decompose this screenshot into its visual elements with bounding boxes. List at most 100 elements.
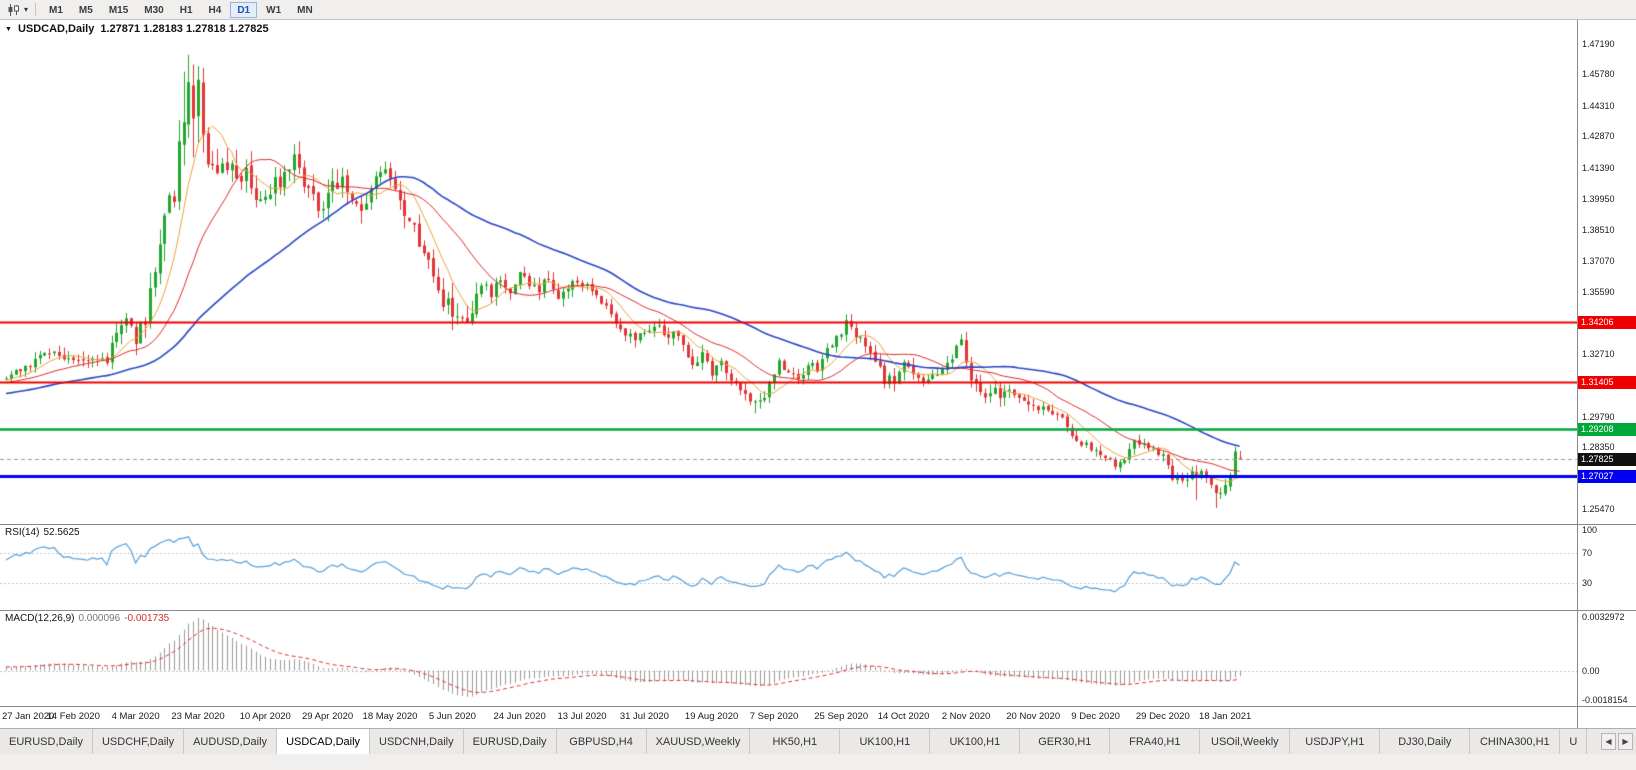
price-tick-label: 1.25470 bbox=[1582, 504, 1615, 514]
price-tick-label: 1.37070 bbox=[1582, 255, 1615, 266]
timeframe-button-mn[interactable]: MN bbox=[297, 4, 313, 16]
price-tick-label: 1.29790 bbox=[1582, 411, 1615, 422]
rsi-panel: RSI(14) 52.5625 100 70 30 bbox=[0, 524, 1636, 610]
chart-tab-gbpusd-h4[interactable]: GBPUSD,H4 bbox=[557, 729, 647, 754]
rsi-canvas[interactable] bbox=[0, 525, 1577, 610]
date-label: 4 Mar 2020 bbox=[111, 711, 160, 722]
time-axis-labels[interactable]: 27 Jan 2020 14 Feb 2020 4 Mar 2020 23 Mar 2… bbox=[0, 707, 1577, 728]
date-label: 29 Dec 2020 bbox=[1135, 711, 1190, 722]
rsi-name: RSI(14) bbox=[5, 527, 40, 538]
chart-tab-china300-h1[interactable]: CHINA300,H1 bbox=[1470, 729, 1561, 754]
rsi-plot[interactable]: RSI(14) 52.5625 bbox=[0, 525, 1577, 610]
date-label: 2 Nov 2020 bbox=[941, 711, 991, 722]
chart-tab-usdchf-daily[interactable]: USDCHF,Daily bbox=[93, 729, 185, 754]
price-tick-label: 1.35590 bbox=[1582, 287, 1615, 298]
chart-tab-uk100-h1[interactable]: UK100,H1 bbox=[930, 729, 1021, 754]
price-tick-label: 1.28350 bbox=[1582, 442, 1615, 453]
hline-price-tag: 1.27027 bbox=[1578, 469, 1636, 483]
timeframe-button-h4[interactable]: H4 bbox=[208, 4, 222, 16]
chart-tab-usdcad-daily[interactable]: USDCAD,Daily bbox=[277, 729, 371, 754]
chart-tab-uk100-h1[interactable]: UK100,H1 bbox=[840, 729, 931, 754]
date-label: 13 Jul 2020 bbox=[557, 711, 607, 722]
chart-tab-audusd-daily[interactable]: AUDUSD,Daily bbox=[184, 729, 278, 754]
price-tick-label: 1.41390 bbox=[1582, 163, 1615, 174]
chart-tabs: EURUSD,Daily USDCHF,Daily AUDUSD,Daily USDC… bbox=[0, 729, 1598, 754]
hline-price-tag: 1.34206 bbox=[1578, 315, 1636, 329]
macd-plot[interactable]: MACD(12,26,9) 0.000096 -0.001735 bbox=[0, 611, 1577, 706]
rsi-value: 52.5625 bbox=[43, 527, 80, 538]
macd-axis[interactable]: 0.0032972 0.00 -0.0018154 bbox=[1577, 611, 1636, 706]
macd-name: MACD(12,26,9) bbox=[5, 613, 75, 624]
chart-symbol-label: USDCAD,Daily bbox=[17, 23, 95, 35]
price-axis[interactable]: 1.47190 1.45780 1.44310 1.42870 1.41390 1.399… bbox=[1577, 20, 1636, 524]
rsi-tick-label: 30 bbox=[1582, 577, 1593, 588]
date-label: 29 Apr 2020 bbox=[301, 711, 354, 722]
timeframe-toolbar: ▾ M1 M5 M15 M30 H1 H4 D1 W1 MN bbox=[0, 0, 1636, 20]
timeframe-button-m15[interactable]: M15 bbox=[108, 4, 129, 16]
chart-tab-usdjpy-h1[interactable]: USDJPY,H1 bbox=[1290, 729, 1381, 754]
hline-price-tag: 1.29208 bbox=[1578, 422, 1636, 436]
date-label: 10 Apr 2020 bbox=[239, 711, 291, 722]
macd-canvas[interactable] bbox=[0, 611, 1577, 706]
macd-tick-label: 0.00 bbox=[1582, 665, 1600, 676]
price-tick-label: 1.47190 bbox=[1582, 38, 1615, 49]
tab-scroll-left-button[interactable]: ◀ bbox=[1601, 733, 1616, 750]
date-label: 14 Oct 2020 bbox=[877, 711, 930, 722]
chart-tab-xauusd-weekly[interactable]: XAUUSD,Weekly bbox=[647, 729, 751, 754]
timeframe-button-d1[interactable]: D1 bbox=[230, 1, 258, 18]
date-label: 31 Jul 2020 bbox=[619, 711, 669, 722]
chart-tab-ger30-h1[interactable]: GER30,H1 bbox=[1020, 729, 1111, 754]
chart-tab-eurusd-daily[interactable]: EURUSD,Daily bbox=[464, 729, 557, 754]
chart-tabbar: EURUSD,Daily USDCHF,Daily AUDUSD,Daily USDC… bbox=[0, 728, 1636, 754]
chart-title: ▼ USDCAD,Daily 1.27871 1.28183 1.27818 1… bbox=[5, 23, 269, 35]
chart-collapse-icon[interactable]: ▼ bbox=[5, 25, 12, 33]
timeframe-button-h1[interactable]: H1 bbox=[179, 4, 193, 16]
timeframe-button-m30[interactable]: M30 bbox=[144, 4, 164, 16]
mini-candlestick-glyph bbox=[8, 3, 19, 16]
rsi-axis[interactable]: 100 70 30 bbox=[1577, 525, 1636, 610]
macd-signal-value: -0.001735 bbox=[124, 613, 170, 624]
price-tick-label: 1.45780 bbox=[1582, 69, 1615, 80]
price-tick-label: 1.38510 bbox=[1582, 224, 1615, 235]
timeframe-button-m5[interactable]: M5 bbox=[78, 4, 93, 16]
timeframe-button-w1[interactable]: W1 bbox=[266, 4, 282, 16]
price-chart-canvas[interactable] bbox=[0, 20, 1577, 524]
macd-tick-label: -0.0018154 bbox=[1582, 695, 1628, 705]
date-label: 18 Jan 2021 bbox=[1199, 711, 1252, 722]
tab-scroll-right-button[interactable]: ▶ bbox=[1618, 733, 1633, 750]
toolbar-separator bbox=[35, 3, 37, 16]
macd-main-value: 0.000096 bbox=[78, 613, 121, 624]
chart-tab-fra40-h1[interactable]: FRA40,H1 bbox=[1110, 729, 1201, 754]
chart-type-dropdown-icon[interactable]: ▾ bbox=[24, 5, 29, 14]
price-tick-label: 1.44310 bbox=[1582, 100, 1615, 111]
date-label: 14 Feb 2020 bbox=[46, 711, 100, 722]
rsi-tick-label: 100 bbox=[1582, 525, 1598, 535]
current-price-tag: 1.27825 bbox=[1578, 452, 1636, 466]
price-tick-label: 1.42870 bbox=[1582, 131, 1615, 142]
chart-type-icon[interactable] bbox=[4, 2, 24, 18]
price-chart-plot[interactable]: ▼ USDCAD,Daily 1.27871 1.28183 1.27818 1… bbox=[0, 20, 1577, 524]
date-label: 23 Mar 2020 bbox=[171, 711, 225, 722]
date-label: 18 May 2020 bbox=[362, 711, 418, 722]
date-label: 7 Sep 2020 bbox=[749, 711, 799, 722]
price-tick-label: 1.39950 bbox=[1582, 193, 1615, 204]
date-label: 24 Jun 2020 bbox=[493, 711, 546, 722]
macd-tick-label: 0.0032972 bbox=[1582, 612, 1625, 622]
chart-tab-u[interactable]: U bbox=[1560, 729, 1588, 754]
tab-scroll-arrows: ◀ ▶ bbox=[1598, 729, 1636, 754]
chart-ohlc-values: 1.27871 1.28183 1.27818 1.27825 bbox=[100, 23, 269, 35]
timeframe-button-group: M1 M5 M15 M30 H1 H4 D1 W1 MN bbox=[41, 1, 321, 18]
time-axis[interactable]: 27 Jan 2020 14 Feb 2020 4 Mar 2020 23 Mar 2… bbox=[0, 706, 1636, 728]
chart-tab-dj30-daily[interactable]: DJ30,Daily bbox=[1380, 729, 1471, 754]
price-tick-label: 1.32710 bbox=[1582, 349, 1615, 359]
time-axis-corner bbox=[1577, 707, 1636, 728]
chart-tab-eurusd-daily[interactable]: EURUSD,Daily bbox=[0, 729, 93, 754]
chart-tab-usdcnh-daily[interactable]: USDCNH,Daily bbox=[370, 729, 464, 754]
date-label: 5 Jun 2020 bbox=[428, 711, 476, 722]
date-label: 27 Jan 2020 bbox=[2, 711, 55, 722]
timeframe-button-m1[interactable]: M1 bbox=[49, 4, 63, 16]
rsi-label: RSI(14) 52.5625 bbox=[5, 527, 84, 538]
chart-tab-hk50-h1[interactable]: HK50,H1 bbox=[750, 729, 841, 754]
chart-tab-usoil-weekly[interactable]: USOil,Weekly bbox=[1200, 729, 1291, 754]
